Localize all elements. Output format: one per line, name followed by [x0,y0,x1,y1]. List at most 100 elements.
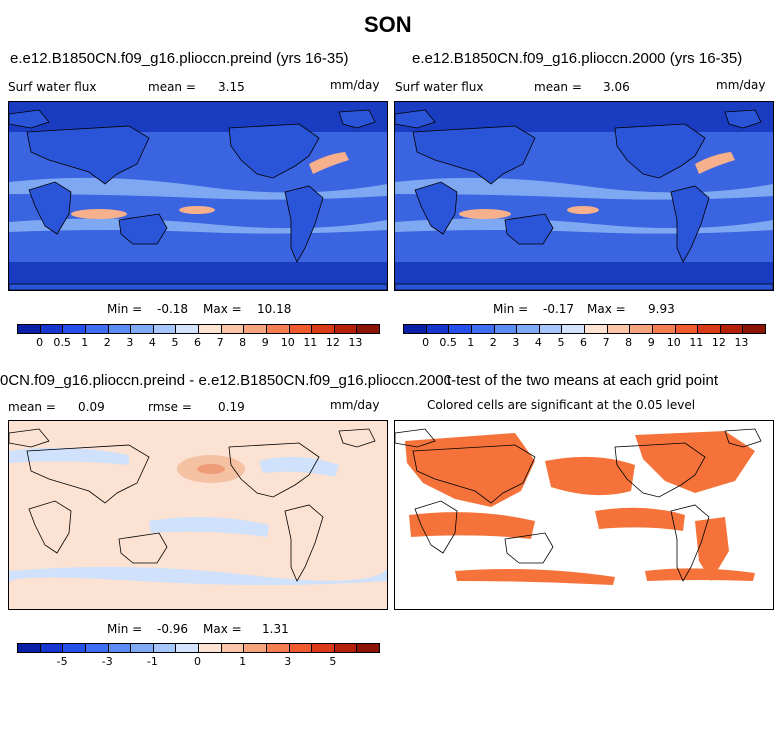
colorbar-swatch [153,644,177,652]
panel1-mean-value: 3.15 [218,80,245,94]
colorbar-tick-label: 12 [711,336,726,349]
panel2-map [394,101,774,291]
colorbar-tick-label: 4 [534,336,542,349]
colorbar-swatch [18,644,41,652]
panel3-map-svg [9,421,387,609]
colorbar-swatch [221,644,245,652]
panel1-max-label: Max = [203,302,242,316]
colorbar-tick-label: 2 [103,336,111,349]
colorbar-swatch [585,325,608,333]
colorbar-tick-label: 6 [580,336,587,349]
panel2-mean-value: 3.06 [603,80,630,94]
colorbar-tick-label: 0.5 [53,336,71,349]
colorbar-tick-label: 8 [239,336,247,349]
colorbar-swatch [266,644,290,652]
colorbar-swatch [40,325,64,333]
colorbar-tick-label: 3 [284,655,292,668]
colorbar-tick-label: 10 [666,336,681,349]
panel1-variable-label: Surf water flux [8,80,97,94]
colorbar-tick-label: 3 [126,336,134,349]
colorbar-swatch [131,325,154,333]
colorbar-swatch [494,325,518,333]
colorbar-swatch [743,325,765,333]
colorbar-tick-label: -3 [101,655,113,668]
colorbar-tick-label: 10 [280,336,295,349]
colorbar-tick-label: 13 [734,336,749,349]
panel2-title: e.e12.B1850CN.f09_g16.plioccn.2000 (yrs … [412,50,743,67]
colorbar-swatch [131,644,154,652]
colorbar-swatch [289,325,313,333]
colorbar-swatch [85,644,109,652]
panel3-units: mm/day [330,398,380,412]
panel1-mean-label: mean = [148,80,196,94]
panel1-map-svg [9,102,387,290]
colorbar-tick-label: 13 [348,336,363,349]
colorbar-swatch [108,644,132,652]
panel3-min-label: Min = [107,622,143,636]
colorbar-tick-label: 8 [625,336,633,349]
colorbar-swatch [63,325,86,333]
panel3-mean-value: 0.09 [78,400,105,414]
panel1-map [8,101,388,291]
panel1-min-label: Min = [107,302,143,316]
panel3-map [8,420,388,610]
colorbar-tick-label: -5 [56,655,68,668]
colorbar-swatch [517,325,540,333]
panel3-max-value: 1.31 [262,622,289,636]
colorbar-swatch [539,325,563,333]
colorbar-swatch [153,325,177,333]
panel3-title: 0CN.f09_g16.plioccn.preind - e.e12.B1850… [0,372,450,389]
panel4-title: t-test of the two means at each grid poi… [447,372,718,389]
colorbar-swatch [675,325,699,333]
colorbar-swatch [334,644,358,652]
panel3-rmse-value: 0.19 [218,400,245,414]
colorbar-swatch [199,644,222,652]
colorbar-tick-label: -1 [146,655,158,668]
colorbar-swatch [40,644,64,652]
colorbar-tick-label: 5 [171,336,179,349]
colorbar-tick-label: 0 [422,336,430,349]
panel3-colorbar-ticks: -5 -3 -1 0 1 3 5 [17,655,378,669]
colorbar-swatch [266,325,290,333]
panel2-map-svg [395,102,773,290]
colorbar-tick-label: 4 [148,336,156,349]
colorbar-tick-label: 7 [602,336,610,349]
panel1-max-value: 10.18 [257,302,292,316]
colorbar-swatch [449,325,472,333]
colorbar-swatch [176,325,199,333]
panel2-min-value: -0.17 [543,302,575,316]
colorbar-swatch [176,644,199,652]
figure-title: SON [364,12,412,37]
colorbar-swatch [652,325,676,333]
panel3-mean-label: mean = [8,400,56,414]
panel3-colorbar [17,643,380,653]
panel1-colorbar [17,324,380,334]
colorbar-swatch [562,325,585,333]
colorbar-tick-label: 11 [303,336,318,349]
colorbar-tick-label: 5 [557,336,565,349]
panel3-rmse-label: rmse = [148,400,192,414]
panel1-colorbar-ticks: 0 0.5 1 2 3 4 5 6 7 8 9 10 11 12 13 [17,336,378,350]
panel2-colorbar-ticks: 0 0.5 1 2 3 4 5 6 7 8 9 10 11 12 13 [403,336,764,350]
colorbar-swatch [221,325,245,333]
colorbar-swatch [199,325,222,333]
panel3-max-label: Max = [203,622,242,636]
colorbar-tick-label: 5 [329,655,337,668]
panel2-variable-label: Surf water flux [395,80,484,94]
colorbar-tick-label: 1 [81,336,89,349]
panel2-units: mm/day [716,78,766,92]
colorbar-tick-label: 7 [216,336,224,349]
panel2-min-label: Min = [493,302,529,316]
panel2-mean-label: mean = [534,80,582,94]
colorbar-swatch [404,325,427,333]
colorbar-swatch [607,325,631,333]
colorbar-swatch [289,644,313,652]
colorbar-tick-label: 11 [689,336,704,349]
colorbar-swatch [244,644,267,652]
colorbar-tick-label: 0 [194,655,201,668]
panel2-max-label: Max = [587,302,626,316]
panel4-map [394,420,774,610]
colorbar-tick-label: 1 [467,336,475,349]
colorbar-swatch [334,325,358,333]
colorbar-tick-label: 3 [512,336,520,349]
